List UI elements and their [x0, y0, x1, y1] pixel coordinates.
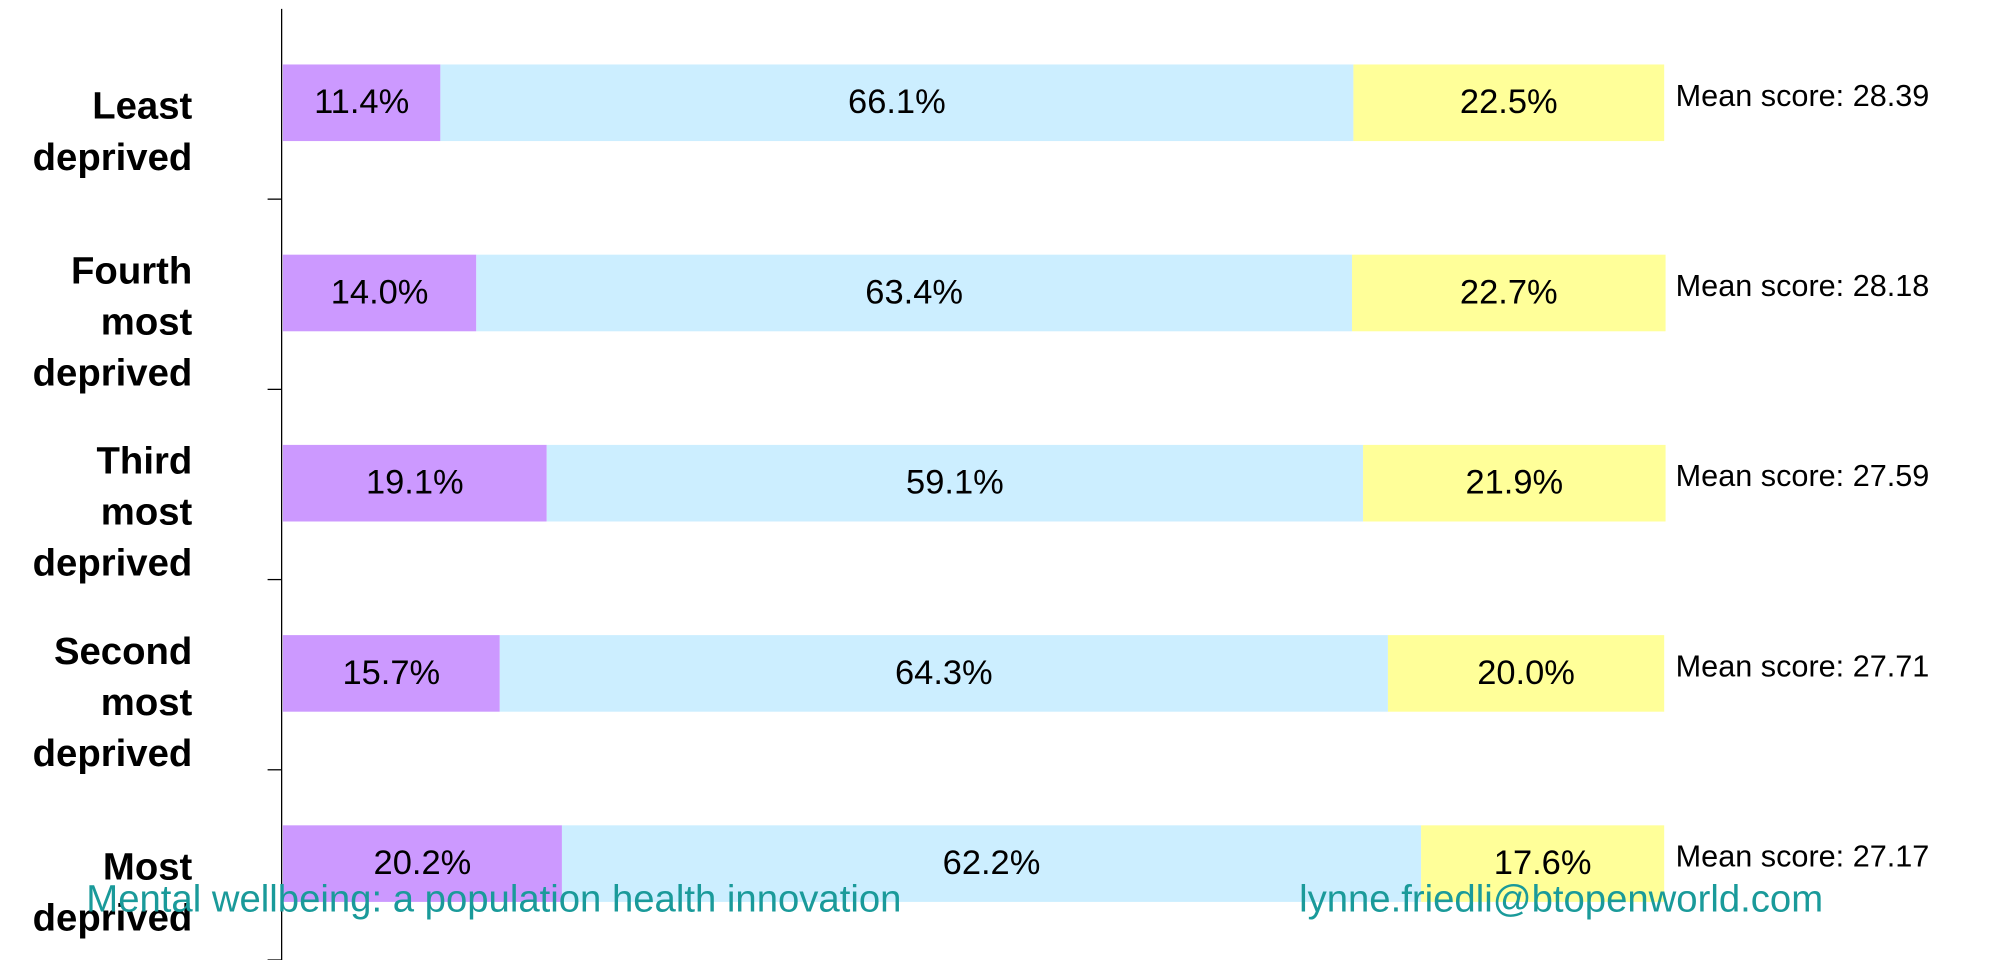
value-label: 11.4%: [314, 83, 409, 121]
value-label: 59.1%: [906, 464, 1004, 502]
category-label-box: Least deprived: [32, 84, 193, 179]
bar-segment: [1387, 635, 1665, 712]
bar-segment: [282, 64, 441, 142]
bar-segment: [546, 444, 1364, 522]
value-label: 62.2%: [943, 844, 1041, 882]
bar-segment: [1421, 825, 1665, 902]
bar-segment: [282, 254, 477, 332]
value-label: 22.5%: [1460, 83, 1558, 121]
value-label: 22.7%: [1460, 273, 1558, 311]
value-label: 64.3%: [895, 654, 993, 692]
bar-segment: [1363, 444, 1666, 522]
category-label-box: Second most deprived: [32, 630, 193, 775]
footer-right: lynne.friedli@btopenworld.com: [1299, 877, 1823, 920]
value-label: 20.0%: [1477, 654, 1575, 692]
category-label: Third most deprived: [32, 439, 193, 585]
value-label: 14.0%: [331, 273, 429, 311]
value-label: 19.1%: [366, 464, 464, 502]
category-label: Second most deprived: [32, 630, 193, 775]
value-label: 17.6%: [1494, 844, 1592, 882]
bar-segment: [1353, 64, 1665, 142]
bar-segment: [1352, 254, 1666, 332]
mean-score: Mean score: 27.17: [1676, 840, 1930, 874]
mean-score: Mean score: 27.71: [1676, 649, 1930, 683]
category-label-box: Third most deprived: [32, 439, 193, 585]
value-label: 21.9%: [1465, 464, 1563, 502]
value-label: 66.1%: [848, 83, 946, 121]
bar-segment: [282, 635, 500, 712]
bar-segment: [561, 825, 1422, 902]
category-label-box: Most deprived: [32, 845, 193, 939]
value-label: 63.4%: [865, 273, 963, 311]
category-label: Most deprived: [32, 845, 193, 939]
category-label: Fourth most deprived: [32, 249, 193, 394]
bar-segment: [476, 254, 1353, 332]
category-label: Least deprived: [32, 84, 193, 179]
value-label: 20.2%: [374, 844, 472, 882]
footer-left: Mental wellbeing: a population health in…: [86, 877, 901, 920]
bar-segment: [499, 635, 1388, 712]
bar-segment: [282, 444, 547, 522]
value-label: 15.7%: [342, 654, 440, 692]
mean-score: Mean score: 28.39: [1676, 79, 1930, 113]
mean-score: Mean score: 28.18: [1676, 269, 1930, 303]
mean-score: Mean score: 27.59: [1676, 459, 1930, 493]
bar-segment: [440, 64, 1354, 142]
category-label-box: Fourth most deprived: [32, 249, 193, 394]
bar-segment: [282, 825, 562, 902]
